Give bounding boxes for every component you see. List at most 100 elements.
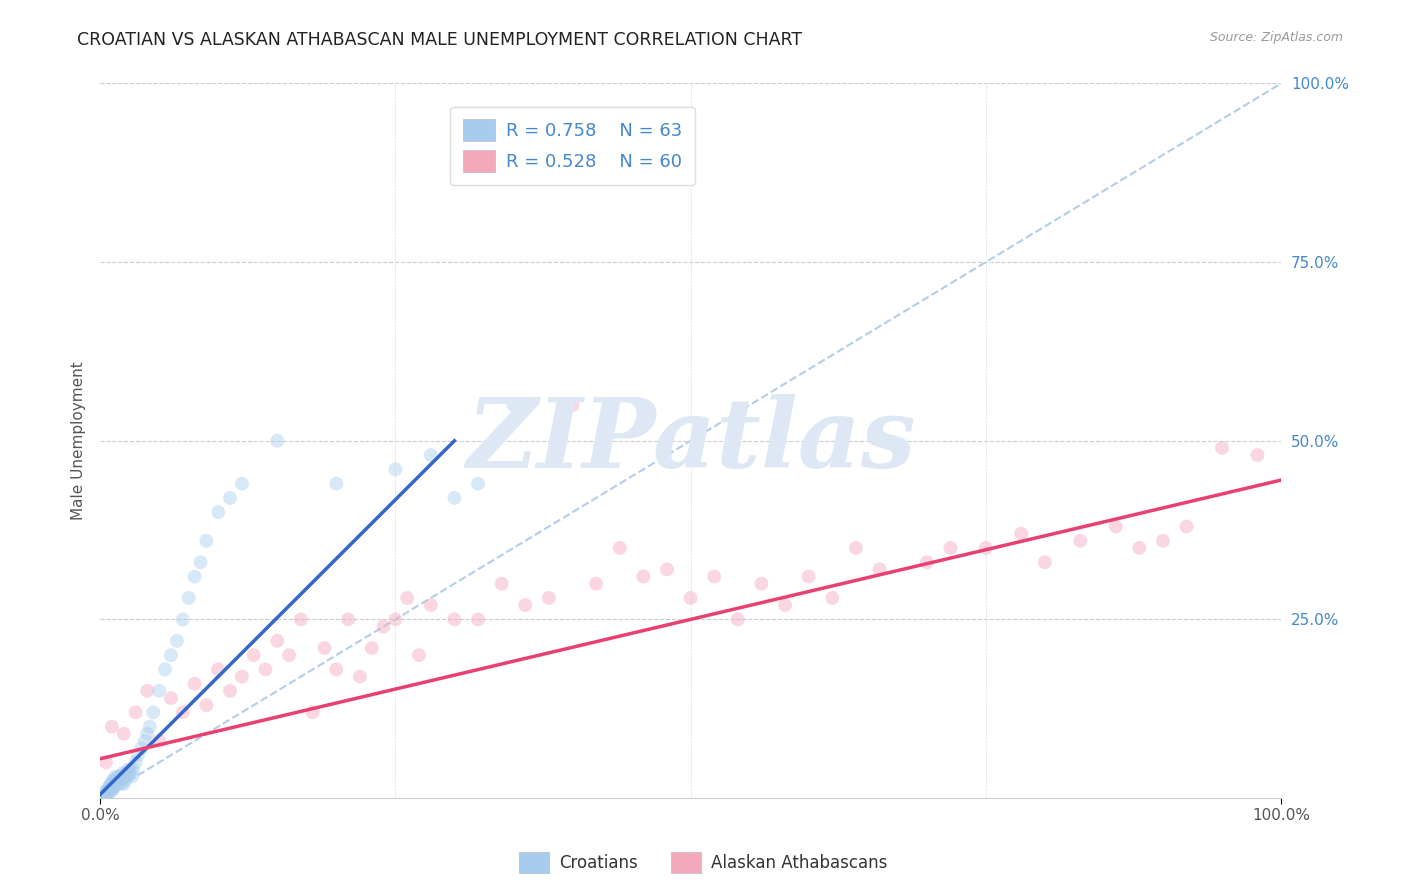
Point [93, 788, 115, 802]
Point [117, 770, 139, 784]
Point [467, 612, 489, 626]
Point [1069, 533, 1091, 548]
Point [117, 763, 139, 777]
Point [131, 741, 153, 756]
Point [153, 662, 176, 676]
Point [110, 777, 132, 791]
Point [219, 491, 242, 505]
Point [231, 476, 253, 491]
Point [207, 505, 229, 519]
Point [111, 766, 134, 780]
Point [254, 662, 277, 676]
Point [114, 773, 136, 788]
Point [869, 562, 891, 576]
Point [443, 491, 465, 505]
Point [136, 727, 159, 741]
Point [974, 541, 997, 555]
Point [166, 633, 188, 648]
Point [939, 541, 962, 555]
Point [96, 784, 118, 798]
Point [98, 780, 121, 795]
Point [136, 684, 159, 698]
Point [443, 612, 465, 626]
Point [121, 770, 143, 784]
Point [118, 766, 141, 780]
Point [195, 698, 218, 713]
Point [101, 720, 124, 734]
Point [325, 662, 347, 676]
Point [101, 784, 124, 798]
Point [384, 462, 406, 476]
Point [278, 648, 301, 662]
Point [679, 591, 702, 605]
Point [112, 770, 135, 784]
Point [231, 669, 253, 683]
Point [266, 633, 288, 648]
Point [207, 662, 229, 676]
Point [94, 756, 117, 770]
Point [124, 756, 146, 770]
Point [142, 706, 165, 720]
Point [301, 706, 323, 720]
Point [96, 788, 118, 802]
Point [148, 684, 170, 698]
Point [609, 541, 631, 555]
Point [502, 398, 524, 412]
Point [242, 648, 264, 662]
Point [1211, 441, 1233, 455]
Point [105, 773, 128, 788]
Point [1105, 519, 1128, 533]
Point [148, 734, 170, 748]
Point [751, 576, 773, 591]
Point [122, 763, 145, 777]
Point [101, 773, 124, 788]
Point [124, 706, 146, 720]
Point [107, 777, 129, 791]
Point [134, 734, 156, 748]
Point [408, 648, 430, 662]
Text: ZIPatlas: ZIPatlas [465, 393, 915, 488]
Point [537, 591, 560, 605]
Point [325, 476, 347, 491]
Point [360, 640, 382, 655]
Point [127, 748, 149, 763]
Point [1175, 519, 1198, 533]
Point [101, 777, 124, 791]
Legend: R = 0.758    N = 63, R = 0.528    N = 60: R = 0.758 N = 63, R = 0.528 N = 60 [450, 107, 695, 186]
Point [183, 569, 205, 583]
Point [115, 766, 138, 780]
Legend: Croatians, Alaskan Athabascans: Croatians, Alaskan Athabascans [512, 846, 894, 880]
Point [120, 763, 142, 777]
Point [655, 562, 678, 576]
Point [219, 684, 242, 698]
Point [314, 640, 336, 655]
Text: CROATIAN VS ALASKAN ATHABASCAN MALE UNEMPLOYMENT CORRELATION CHART: CROATIAN VS ALASKAN ATHABASCAN MALE UNEM… [77, 31, 803, 49]
Text: Source: ZipAtlas.com: Source: ZipAtlas.com [1209, 31, 1343, 45]
Point [98, 784, 121, 798]
Point [101, 780, 124, 795]
Point [290, 612, 312, 626]
Point [104, 770, 127, 784]
Point [384, 612, 406, 626]
Point [97, 784, 120, 798]
Point [585, 576, 607, 591]
Point [845, 541, 868, 555]
Point [103, 773, 125, 788]
Point [797, 569, 820, 583]
Point [266, 434, 288, 448]
Point [103, 780, 125, 795]
Point [195, 533, 218, 548]
Point [112, 777, 135, 791]
Point [419, 598, 441, 612]
Point [172, 706, 194, 720]
Point [108, 773, 131, 788]
Point [94, 788, 117, 802]
Point [100, 777, 122, 791]
Point [1033, 555, 1056, 569]
Point [1010, 526, 1032, 541]
Point [467, 476, 489, 491]
Point [1246, 448, 1268, 462]
Point [821, 591, 844, 605]
Point [172, 612, 194, 626]
Point [915, 555, 938, 569]
